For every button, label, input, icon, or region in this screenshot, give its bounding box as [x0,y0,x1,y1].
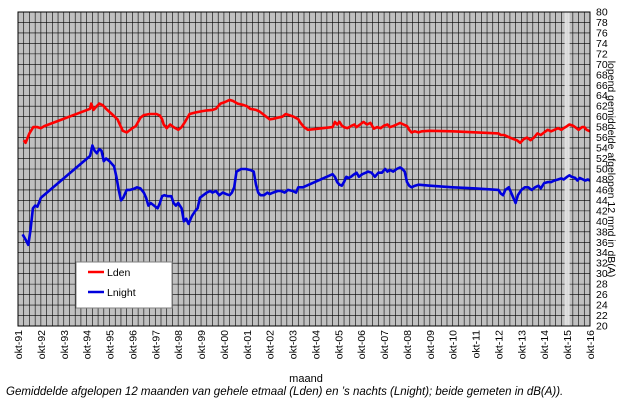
legend-box [75,261,173,309]
plot-border [17,11,591,327]
x-tick-label: okt-00 [219,330,231,359]
chart-caption: Gemiddelde afgelopen 12 maanden van gehe… [6,386,564,398]
y-tick-label: 46 [596,184,608,196]
y-tick-label: 32 [596,258,608,270]
x-tick-label: okt-91 [13,330,25,359]
y-tick-label: 66 [596,80,608,92]
x-tick-label: okt-15 [562,330,574,359]
y-tick-label: 80 [596,7,608,19]
y-tick-label: 44 [596,195,608,207]
y-tick-label: 28 [596,279,608,291]
y-tick-label: 52 [596,153,608,165]
x-tick-label: okt-14 [539,330,551,359]
legend-label-lden: Lden [107,267,131,279]
series-line-lden [22,98,591,145]
x-tick-label: okt-97 [150,330,162,359]
x-tick-label: okt-10 [448,330,460,359]
x-tick-label: okt-92 [36,330,48,359]
y-tick-label: 20 [596,321,608,333]
y-tick-label: 68 [596,69,608,81]
series-lines [21,98,591,247]
y-tick-label: 22 [596,310,608,322]
y-tick-label: 76 [596,27,608,39]
x-tick-label: okt-06 [356,330,368,359]
x-tick-label: okt-94 [82,330,94,359]
x-tick-label: okt-08 [402,330,414,359]
legend-label-lnight: Lnight [107,287,136,299]
y-tick-label: 74 [596,38,608,50]
y-tick-label: 60 [596,111,608,123]
x-tick-label: okt-12 [493,330,505,359]
y-axis-label: lopend gemiddelde afgelopen 12 mnd in dB… [605,61,617,278]
x-tick-label: okt-11 [471,330,483,359]
x-tick-label: okt-98 [173,330,185,359]
x-axis-tick-labels: okt-91 okt-92 okt-93 okt-94 okt-95 okt-96 okt-… [13,330,597,359]
highlight-band [564,12,570,326]
y-tick-label: 38 [596,226,608,238]
y-tick-label: 72 [596,48,608,60]
y-axis-tick-labels: 2022242628303234363840424446485052545658… [596,7,608,333]
y-tick-label: 40 [596,216,608,228]
y-tick-label: 24 [596,300,608,312]
x-tick-label: okt-04 [310,330,322,359]
x-tick-label: okt-96 [127,330,139,359]
x-tick-label: okt-16 [585,330,597,359]
x-tick-label: okt-99 [196,330,208,359]
y-tick-label: 26 [596,289,608,301]
x-tick-label: okt-13 [516,330,528,359]
y-tick-label: 58 [596,122,608,134]
y-tick-label: 54 [596,143,608,155]
y-tick-label: 56 [596,132,608,144]
y-tick-label: 42 [596,205,608,217]
x-tick-label: okt-03 [288,330,300,359]
x-tick-label: okt-05 [333,330,345,359]
x-tick-label: okt-01 [242,330,254,359]
y-tick-label: 48 [596,174,608,186]
y-tick-label: 50 [596,164,608,176]
x-tick-label: okt-93 [59,330,71,359]
series-line-lnight [21,144,591,247]
y-tick-label: 64 [596,90,608,102]
x-tick-label: okt-02 [265,330,277,359]
y-tick-label: 34 [596,247,608,259]
x-tick-label: okt-09 [425,330,437,359]
legend: Lden Lnight [75,261,173,309]
y-tick-label: 62 [596,101,608,113]
y-tick-label: 78 [596,17,608,29]
y-tick-label: 70 [596,59,608,71]
x-tick-label: okt-07 [379,330,391,359]
x-tick-label: okt-95 [105,330,117,359]
x-axis-label: maand [289,373,323,385]
y-tick-label: 36 [596,237,608,249]
y-tick-label: 30 [596,268,608,280]
